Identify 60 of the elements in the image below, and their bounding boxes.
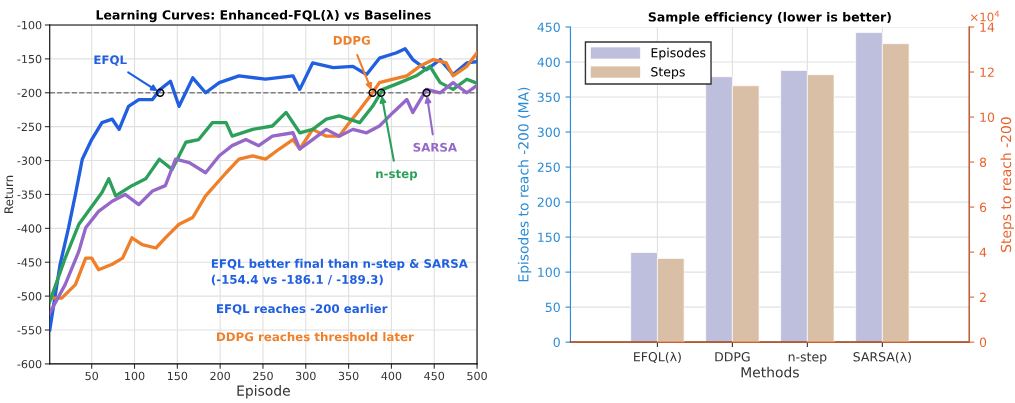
annotation: EFQL better final than n-step & SARSA (-154.4 vs -186.1 / -189.3) xyxy=(211,258,468,286)
x-tick-label: 350 xyxy=(338,371,359,381)
y-tick-label: 50 xyxy=(545,302,560,313)
x-tick-label: 450 xyxy=(424,371,445,381)
y-axis-title: Episodes to reach -200 (MA) xyxy=(517,87,532,282)
x-tick-label: 200 xyxy=(210,371,231,381)
y-tick-label: 0 xyxy=(553,337,560,348)
chart-title: Sample efficiency (lower is better) xyxy=(648,11,891,25)
text: DDPG xyxy=(333,35,370,45)
y-axis-title: Return xyxy=(4,175,14,213)
y2-tick-label: 12 xyxy=(980,67,994,77)
y2-tick-label: 4 xyxy=(979,247,987,257)
y-tick-label: 400 xyxy=(537,57,560,67)
y-tick-label: -150 xyxy=(17,54,42,64)
y-tick-label: -600 xyxy=(17,359,42,369)
x-tick-label: 50 xyxy=(85,371,99,381)
annotation: DDPG reaches threshold later xyxy=(217,332,414,342)
y-tick-label: -450 xyxy=(17,258,42,267)
y-tick-label: 350 xyxy=(537,92,560,102)
y-tick-label: -250 xyxy=(17,122,42,132)
text: SARSA xyxy=(413,142,457,152)
y-tick-label: -400 xyxy=(17,224,42,233)
x-tick-label: 400 xyxy=(381,371,402,381)
x-tick-label: 300 xyxy=(296,371,316,381)
y2-axis-title: Steps to reach -200 xyxy=(1000,117,1014,252)
legend-label: Steps xyxy=(651,67,685,79)
x-tick-label: 500 xyxy=(467,371,487,381)
y2-tick-label: 10 xyxy=(980,112,995,122)
x-axis-title: Episode xyxy=(237,385,290,399)
y-tick-label: 250 xyxy=(537,162,560,172)
x-tick-label: SARSA(λ) xyxy=(853,351,911,364)
y-tick-label: -100 xyxy=(17,20,42,30)
y-tick-label: 100 xyxy=(538,267,560,278)
x-tick-label: 150 xyxy=(167,371,188,381)
y-tick-label: -200 xyxy=(17,88,42,98)
y-tick-label: 150 xyxy=(538,232,560,243)
y2-tick-label: 0 xyxy=(979,337,987,348)
x-tick-label: EFQL(λ) xyxy=(634,351,681,364)
legend-label: Episodes xyxy=(651,47,706,60)
y-tick-label: 450 xyxy=(537,22,560,32)
y-tick-label: -300 xyxy=(17,156,42,165)
text: n-step xyxy=(376,169,418,181)
x-axis-title: Methods xyxy=(741,366,799,378)
x-tick-label: n-step xyxy=(788,352,827,364)
y2-tick-label: 6 xyxy=(979,202,987,213)
text: EFQL xyxy=(94,55,127,66)
annotation: EFQL reaches -200 earlier xyxy=(217,303,388,315)
x-tick-label: 100 xyxy=(125,371,145,381)
y-tick-label: 300 xyxy=(537,127,560,137)
y2-tick-label: 14 xyxy=(980,22,995,32)
y2-tick-label: 2 xyxy=(979,292,986,302)
y-tick-label: -350 xyxy=(17,190,42,199)
y2-tick-label: 8 xyxy=(979,157,987,167)
chart-title: Learning Curves: Enhanced-FQL(λ) vs Baselines xyxy=(96,9,431,23)
y-tick-label: 200 xyxy=(537,197,560,208)
y-tick-label: -550 xyxy=(17,325,42,335)
text: ×10$^{4}$ xyxy=(970,10,1000,22)
x-tick-label: 250 xyxy=(253,371,273,381)
x-tick-label: DDPG xyxy=(715,352,750,362)
y-tick-label: -500 xyxy=(17,292,42,301)
